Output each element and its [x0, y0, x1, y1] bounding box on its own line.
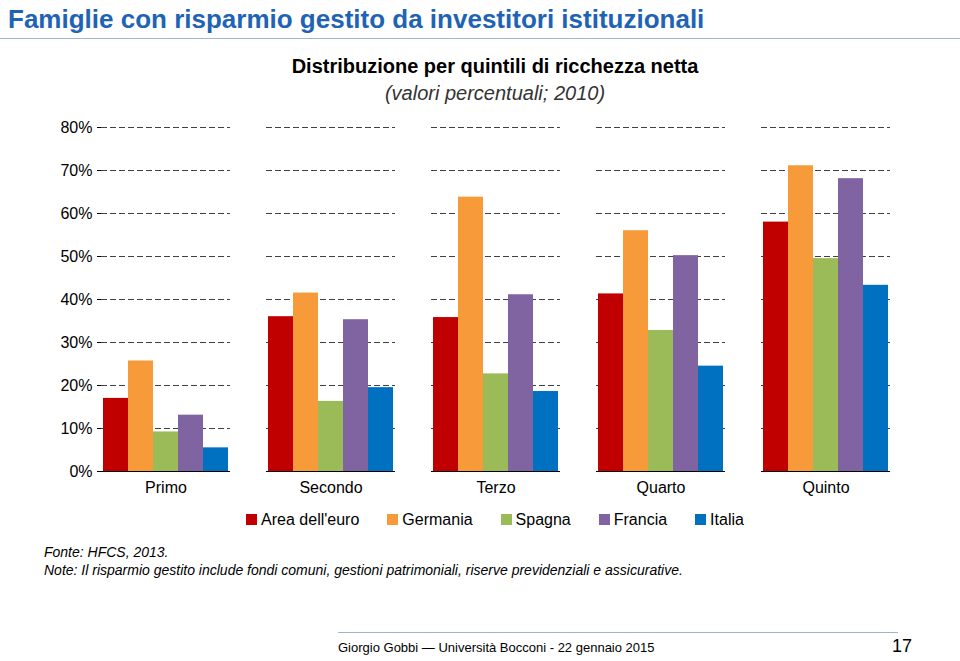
- svg-text:10%: 10%: [60, 420, 92, 437]
- html-text:Italia: Italia: [710, 511, 744, 528]
- html-text:Germania: Germania: [402, 511, 473, 528]
- html-text:17: 17: [892, 636, 912, 656]
- html-text:Area dell'euro: Area dell'euro: [261, 511, 360, 528]
- svg-text:30%: 30%: [60, 334, 92, 351]
- svg-text:Secondo: Secondo: [299, 479, 362, 496]
- html-text:Distribuzione per quintili di: Distribuzione per quintili di ricchezza …: [291, 55, 699, 77]
- html-text:Giorgio Gobbi — Università Boc: Giorgio Gobbi — Università Bocconi - 22 …: [338, 640, 655, 655]
- svg-text:Quinto: Quinto: [802, 479, 849, 496]
- svg-text:Primo: Primo: [145, 479, 187, 496]
- html-text:Famiglie con risparmio gestito: Famiglie con risparmio gestito da invest…: [8, 4, 705, 34]
- html-text:Spagna: Spagna: [515, 511, 571, 528]
- svg-text:40%: 40%: [60, 291, 92, 308]
- svg-text:50%: 50%: [60, 248, 92, 265]
- html-text:Francia: Francia: [613, 511, 668, 528]
- html-text:Fonte: HFCS, 2013.: Fonte: HFCS, 2013.: [44, 544, 169, 560]
- svg-text:Quarto: Quarto: [637, 479, 686, 496]
- html-text:Note: Il risparmio gestito inc: Note: Il risparmio gestito include fondi…: [44, 562, 683, 578]
- svg-text:Terzo: Terzo: [476, 479, 515, 496]
- svg-text:20%: 20%: [60, 377, 92, 394]
- svg-text:0%: 0%: [69, 463, 92, 480]
- svg-text:60%: 60%: [60, 205, 92, 222]
- svg-text:70%: 70%: [60, 162, 92, 179]
- html-text:(valori percentuali; 2010): (valori percentuali; 2010): [384, 82, 606, 104]
- svg-text:80%: 80%: [60, 119, 92, 136]
